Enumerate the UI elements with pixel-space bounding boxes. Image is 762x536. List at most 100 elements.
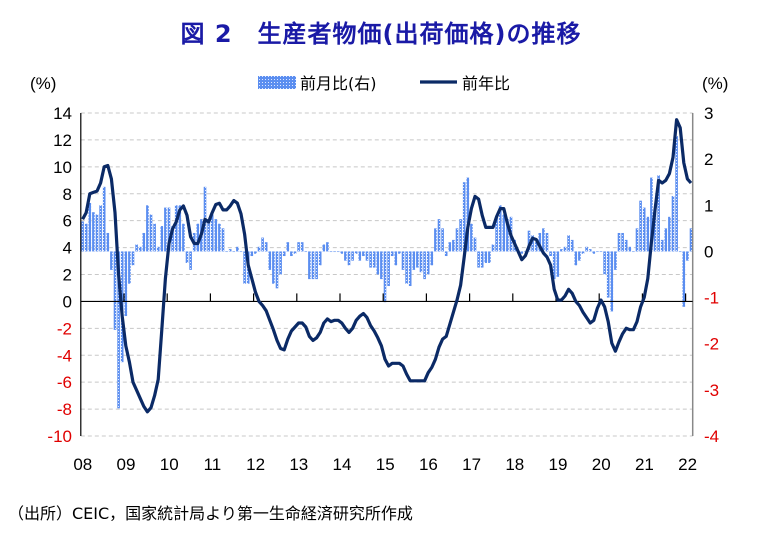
chart-title: 図 2 生産者物価(出荷価格)の推移 (180, 20, 582, 48)
bar-mom (84, 223, 88, 252)
right-tick-label: -1 (704, 289, 719, 308)
bar-mom (167, 207, 171, 252)
left-tick-label: -6 (57, 373, 72, 392)
bar-mom (311, 251, 315, 280)
left-tick-label: -8 (57, 400, 72, 419)
bar-mom (642, 207, 646, 252)
bar-mom (678, 251, 682, 253)
bar-mom (380, 251, 383, 280)
bar-mom (369, 251, 372, 268)
bar-mom (131, 251, 135, 266)
bar-mom (383, 251, 387, 303)
bar-mom (340, 251, 344, 254)
bar-mom (207, 219, 210, 252)
legend-label-bar: 前月比(右) (300, 74, 377, 93)
bar-mom (81, 221, 84, 252)
left-axis-unit: (%) (30, 74, 56, 93)
right-tick-label: -3 (704, 381, 719, 400)
bar-mom (639, 200, 642, 252)
bar-mom (257, 246, 261, 252)
bar-mom (221, 228, 225, 252)
bar-mom (182, 223, 185, 252)
bar-mom (459, 219, 462, 252)
bar-mom (351, 251, 354, 261)
series-line-yoy (81, 118, 693, 414)
bar-mom (365, 251, 369, 261)
bar-mom (228, 249, 232, 252)
bar-mom (405, 251, 408, 284)
bar-mom (632, 251, 635, 253)
bar-mom (225, 251, 228, 253)
left-tick-label: 6 (63, 212, 72, 231)
right-tick-label: 2 (704, 150, 713, 169)
bar-mom (563, 246, 567, 252)
x-tick-label: 18 (505, 455, 524, 474)
bar-mom (178, 205, 182, 252)
bar-mom (430, 251, 434, 266)
bar-mom (254, 251, 257, 254)
bar-mom (329, 251, 333, 253)
bar-mom (574, 251, 578, 266)
bar-mom (117, 251, 120, 409)
bar-mom (506, 219, 509, 252)
bar-mom (390, 251, 394, 257)
bar-mom (128, 251, 131, 284)
source-note: （出所）CEIC，国家統計局より第一生命経済研究所作成 (8, 504, 413, 523)
x-tick-label: 11 (204, 455, 222, 474)
bar-mom (578, 251, 581, 261)
bar-mom (570, 239, 574, 252)
bar-mom (545, 232, 549, 252)
bar-mom (624, 239, 628, 252)
bar-mom (480, 251, 484, 268)
bar-mom (110, 251, 113, 270)
bar-mom (452, 239, 455, 252)
x-tick-label: 20 (592, 455, 611, 474)
x-tick-label: 21 (635, 455, 654, 474)
bar-mom (354, 251, 358, 254)
right-tick-label: -4 (704, 427, 719, 446)
bar-mom (621, 232, 624, 252)
bar-mom (567, 235, 570, 252)
bar-mom (675, 136, 678, 252)
bar-mom (293, 251, 297, 254)
bar-mom (434, 228, 437, 252)
bar-mom (635, 228, 639, 252)
bar-mom (668, 216, 671, 252)
x-tick-label: 13 (289, 455, 308, 474)
bar-mom (185, 251, 189, 263)
x-tick-label: 12 (246, 455, 265, 474)
bar-mom (358, 251, 362, 261)
x-tick-label: 10 (160, 455, 179, 474)
bar-mom (538, 232, 542, 252)
bar-mom (214, 219, 218, 252)
bar-mom (171, 226, 174, 252)
bar-mom (398, 251, 401, 254)
bar-mom (286, 242, 290, 252)
left-tick-label: 12 (53, 131, 72, 150)
right-tick-label: 1 (704, 196, 713, 215)
bar-mom (268, 251, 272, 270)
bar-mom (596, 251, 599, 253)
bar-mom (387, 251, 390, 287)
bar-mom (606, 251, 610, 298)
x-tick-label: 22 (678, 455, 697, 474)
bar-mom (581, 251, 585, 254)
left-tick-label: -10 (47, 427, 72, 446)
bar-mom (308, 251, 311, 280)
x-tick-label: 19 (549, 455, 568, 474)
left-tick-label: 14 (53, 104, 72, 123)
bar-mom (326, 242, 329, 252)
bar-mom (527, 230, 531, 252)
bar-mom (92, 212, 95, 252)
bar-mom (210, 214, 214, 252)
right-tick-label: -2 (704, 335, 719, 354)
bar-mom (419, 251, 423, 273)
bar-mom (164, 207, 167, 252)
bar-mom (502, 214, 506, 252)
bar-mom (336, 251, 340, 253)
bar-mom (495, 216, 498, 252)
bar-mom (664, 228, 668, 252)
bar-mom (520, 251, 524, 254)
bar-mom (174, 205, 178, 252)
